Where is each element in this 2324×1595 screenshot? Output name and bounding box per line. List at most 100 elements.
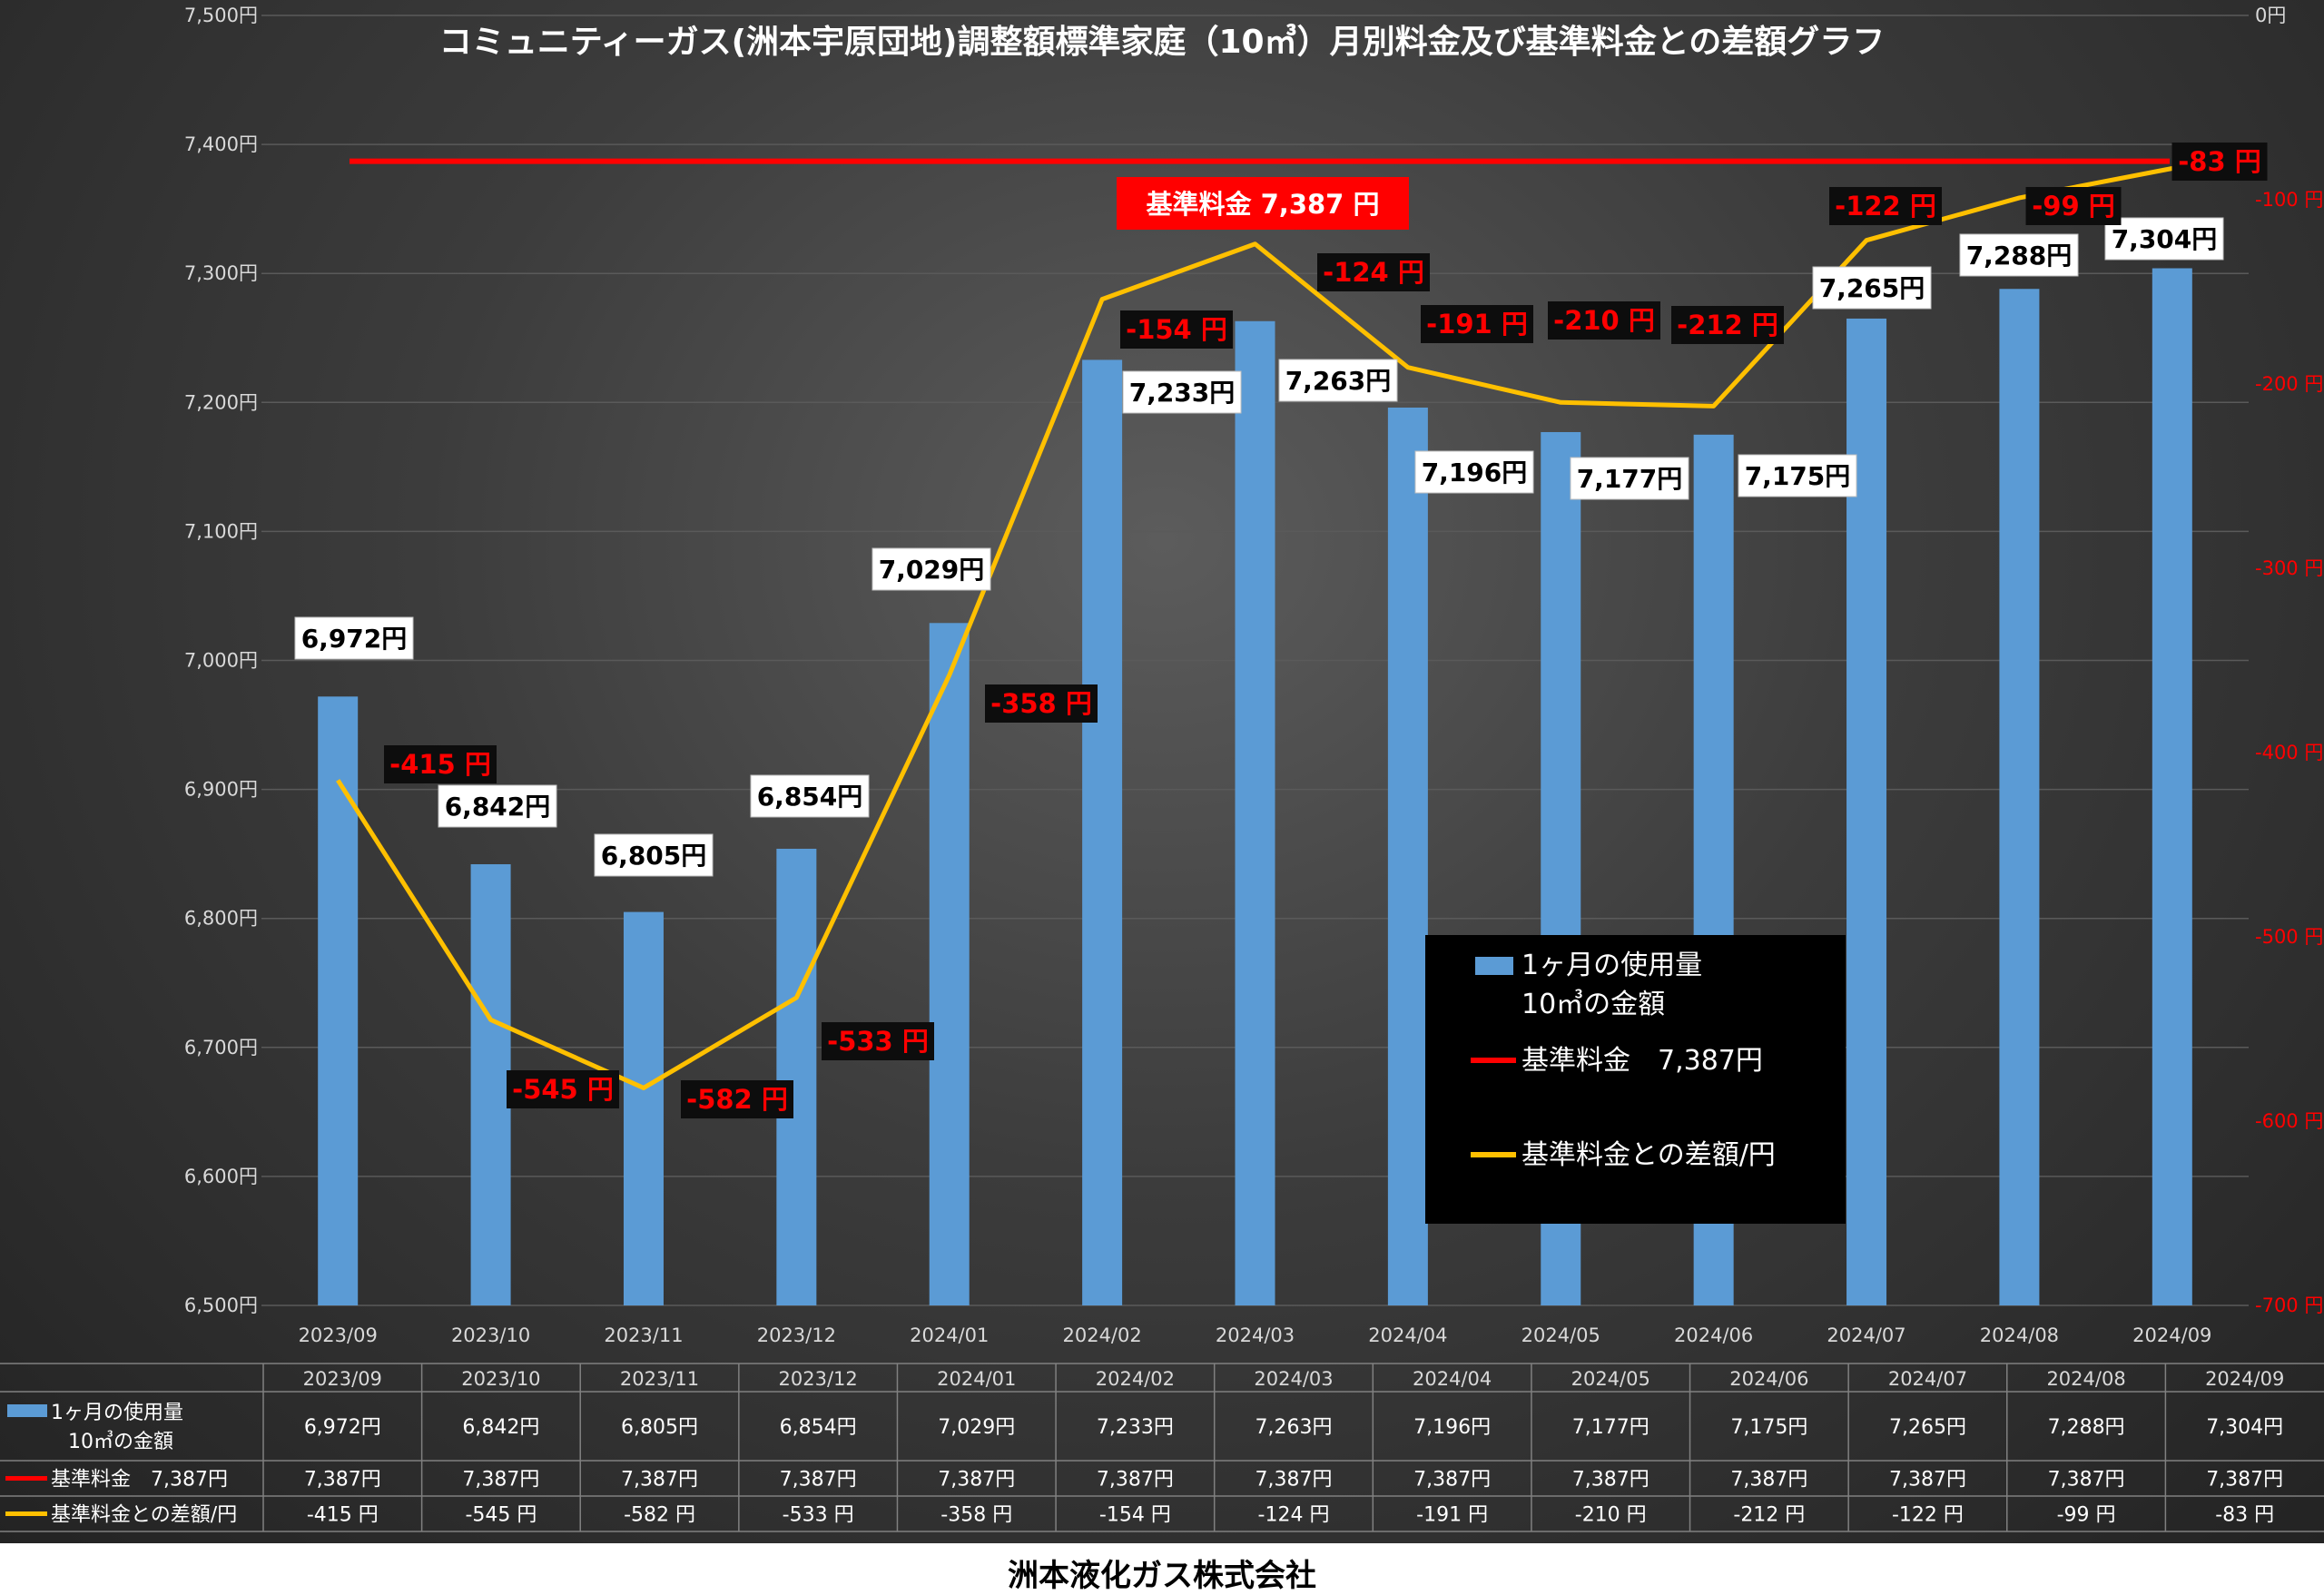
x-tick-label: 2024/07 [1827,1324,1905,1346]
table-cell: 7,288円 [2048,1416,2125,1439]
table-cell: 7,387円 [938,1469,1015,1492]
table-cell: 7,175円 [1730,1416,1807,1439]
bar-value-label-box [294,616,414,660]
bar [470,864,511,1305]
legend-bar-swatch [1475,957,1513,975]
table-cell: 7,263円 [1256,1416,1333,1439]
y2-tick-label: -400 円 [2255,742,2323,763]
table-cell: 7,387円 [1572,1469,1649,1492]
base-price-annotation-box [1117,177,1409,230]
table-header: 2024/06 [1729,1368,1808,1390]
table-cell: -210 円 [1575,1504,1647,1527]
chart-svg: コミュニティーガス(洲本宇原団地)調整額標準家庭（10㎥）月別料金及び基準料金と… [0,5,2324,1532]
y-tick-label: 7,500円 [184,5,258,26]
table-header: 2023/09 [303,1368,382,1390]
table-cell: 7,387円 [2206,1469,2283,1492]
table-row-label: 基準料金との差額/円 [51,1504,237,1527]
y2-tick-label: -200 円 [2255,373,2323,395]
bar-value-label: 7,177円 [1577,464,1683,494]
y-tick-label: 6,800円 [184,908,258,930]
company-name: 洲本液化ガス株式会社 [1008,1558,1316,1594]
x-tick-label: 2023/12 [757,1324,836,1346]
y2-tick-label: -100 円 [2255,189,2323,211]
table-row-label: 基準料金 7,387円 [51,1469,228,1492]
legend-bar-label-1: 1ヶ月の使用量 [1521,950,1702,981]
x-tick-label: 2024/02 [1062,1324,1141,1346]
table-row-swatch [7,1404,47,1417]
table-cell: -582 円 [624,1504,695,1527]
bar-value-label: 7,233円 [1129,378,1236,408]
diff-value-label-box [1548,301,1660,340]
bar [1387,407,1428,1305]
table-row-label: 10㎥の金額 [68,1430,173,1453]
y-tick-label: 6,500円 [184,1295,258,1316]
x-tick-label: 2024/03 [1216,1324,1295,1346]
table-cell: -124 円 [1258,1504,1330,1527]
diff-value-label: -154 円 [1126,314,1227,345]
bar-value-label-box [872,547,991,591]
x-tick-label: 2024/09 [2132,1324,2211,1346]
table-header: 2023/11 [620,1368,699,1390]
table-cell: 7,387円 [1413,1469,1491,1492]
table-row-label: 1ヶ月の使用量 [51,1402,183,1424]
table-header: 2024/07 [1888,1368,1967,1390]
legend-diff-label: 基準料金との差額/円 [1521,1139,1776,1171]
y-tick-label: 7,400円 [184,133,258,155]
table-cell: 7,387円 [2048,1469,2125,1492]
y2-tick-label: -500 円 [2255,926,2323,948]
table-header: 2024/04 [1413,1368,1492,1390]
table-cell: 7,387円 [304,1469,381,1492]
bar-value-label-box [594,833,714,877]
table-cell: 7,387円 [1097,1469,1174,1492]
diff-value-label-box [1317,253,1430,291]
diff-value-label: -533 円 [827,1026,929,1057]
diff-value-label: -83 円 [2178,146,2261,177]
bar [623,911,664,1305]
bar-value-label: 7,265円 [1819,273,1925,303]
table-cell: 7,177円 [1572,1416,1649,1439]
table-cell: 7,387円 [462,1469,539,1492]
x-tick-label: 2024/08 [1980,1324,2059,1346]
bar-value-label: 6,854円 [757,782,863,812]
bar-value-label: 7,175円 [1745,461,1851,491]
bar-value-label-box [1812,266,1932,310]
y-tick-label: 7,000円 [184,650,258,672]
legend-base-label: 基準料金 7,387円 [1521,1045,1763,1077]
y-tick-label: 6,900円 [184,779,258,801]
bar [1235,320,1275,1306]
diff-value-label-box [1421,305,1533,343]
table-cell: -99 円 [2057,1504,2116,1527]
diff-value-label: -212 円 [1677,310,1778,340]
table-cell: -83 円 [2215,1504,2274,1527]
table-cell: 7,387円 [780,1469,857,1492]
x-tick-label: 2024/06 [1674,1324,1753,1346]
bar-value-label: 7,196円 [1422,458,1528,487]
diff-value-label-box [1120,310,1233,349]
legend-box [1425,935,1846,1224]
bar [2152,268,2192,1305]
chart-title: コミュニティーガス(洲本宇原団地)調整額標準家庭（10㎥）月別料金及び基準料金と… [439,23,1886,61]
table-cell: -154 円 [1099,1504,1171,1527]
diff-value-label: -358 円 [990,688,1092,719]
diff-value-label-box [985,684,1098,723]
table-header: 2024/03 [1254,1368,1333,1390]
bar-value-label: 6,805円 [601,841,707,871]
diff-value-label-box [2171,143,2268,181]
table-cell: -533 円 [783,1504,854,1527]
bar-value-label-box [750,774,870,818]
table-cell: 7,387円 [1889,1469,1966,1492]
bar [1082,359,1123,1306]
bar-value-label-box [1414,450,1534,494]
x-tick-label: 2023/11 [604,1324,683,1346]
diff-value-label: -99 円 [2032,191,2115,222]
y-tick-label: 6,600円 [184,1166,258,1187]
base-price-annotation: 基準料金 7,387 円 [1147,189,1380,220]
table-header: 2024/02 [1096,1368,1175,1390]
bar-value-label-box [1278,359,1398,402]
bar [1999,289,2040,1306]
legend-bar-label-2: 10㎥の金額 [1521,989,1665,1020]
bar-value-label-box [1122,370,1242,414]
table-header: 2024/09 [2205,1368,2284,1390]
y2-tick-label: 0円 [2255,5,2286,26]
